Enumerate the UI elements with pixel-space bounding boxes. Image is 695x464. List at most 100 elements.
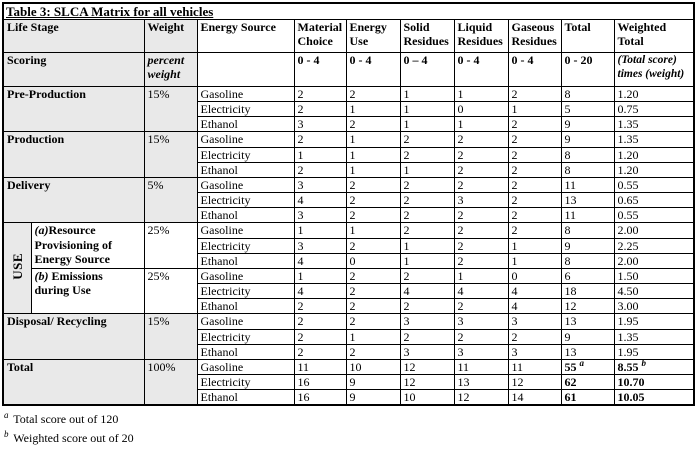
total-cell: 5	[560, 101, 615, 118]
energy-source-cell: Ethanol	[196, 343, 295, 360]
score-cell: 2	[293, 131, 347, 148]
score-cell: 3	[293, 237, 347, 254]
score-cell: 4	[453, 283, 509, 300]
scoring-weighted-formula: (Total score) times (weight)	[613, 52, 695, 87]
score-cell: 1	[399, 101, 455, 118]
table-row: Electricity 16 9 12 13 12 62 10.70	[3, 373, 695, 391]
stage-cell: Production	[2, 131, 145, 178]
total-value: 8	[564, 87, 571, 101]
weighted-total-cell: 1.35	[613, 116, 695, 133]
table-row: Delivery 5% Gasoline 3 2 2 2 2 11 0.55	[2, 176, 695, 224]
stage-cell: Pre-Production	[2, 85, 145, 133]
weighted-total-cell: 1.35	[613, 131, 695, 148]
total-cell: 8	[560, 146, 615, 163]
score-cell: 14	[507, 389, 562, 406]
weighted-total-cell: 1.20	[613, 85, 695, 103]
substage-name: Emissions during Use	[34, 268, 103, 298]
stage-cell: Delivery	[2, 176, 145, 224]
total-value: 11	[564, 177, 577, 192]
weighted-total-cell: 2.00	[613, 252, 695, 269]
score-cell: 2	[345, 298, 401, 315]
weighted-total-value: 1.35	[617, 329, 639, 344]
score-cell: 2	[293, 85, 347, 103]
total-cell: 13	[560, 343, 615, 360]
energy-source-cell: Electricity	[196, 146, 295, 163]
energy-source-cell: Ethanol	[196, 298, 295, 315]
slca-matrix-table: Table 3: SLCA Matrix for all vehicles Li…	[2, 2, 695, 407]
total-value: 6	[564, 268, 571, 283]
table-row: Ethanol 2 2 3 3 3 13 1.95	[3, 343, 695, 360]
scoring-range: 0 - 4	[453, 52, 509, 87]
total-cell: 18	[560, 283, 615, 300]
energy-source-cell: Electricity	[196, 328, 295, 345]
score-cell: 2	[293, 298, 347, 315]
score-cell: 1	[453, 85, 509, 103]
score-cell: 1	[345, 328, 401, 345]
table-row: Production 15% Gasoline 2 1 2 2 2 9 1.35	[2, 131, 695, 178]
weighted-total-value: 2.00	[617, 223, 639, 238]
score-cell: 1	[399, 161, 455, 178]
score-cell: 4	[293, 192, 347, 209]
weight-cell: 15%	[143, 131, 198, 178]
total-value: 8	[564, 253, 571, 268]
use-stage-cell: USE	[2, 222, 32, 315]
score-cell: 3	[453, 343, 509, 360]
score-cell: 3	[453, 192, 509, 209]
table-row: Electricity 4 2 4 4 4 18 4.50	[3, 283, 695, 300]
weighted-total-value: 4.50	[617, 284, 639, 299]
score-cell: 2	[453, 146, 509, 163]
table-title: Table 3: SLCA Matrix for all vehicles	[6, 4, 214, 19]
score-cell: 1	[399, 85, 455, 103]
weighted-total-cell: 8.55 b	[613, 358, 695, 375]
table-body: Pre-Production 15% Gasoline 2 2 1 1 2 8 1.20 Elect…	[2, 85, 695, 406]
total-value: 13	[564, 314, 577, 329]
scoring-range: 0 - 4	[293, 52, 347, 87]
score-cell: 3	[507, 343, 562, 360]
score-cell: 2	[507, 222, 562, 239]
use-vertical-label: USE	[9, 253, 25, 281]
score-cell: 2	[293, 313, 347, 330]
score-cell: 0	[453, 101, 509, 118]
table-row: Ethanol 4 0 1 2 1 8 2.00	[3, 252, 695, 269]
total-value: 11	[564, 208, 577, 223]
table-title-cell: Table 3: SLCA Matrix for all vehicles	[2, 2, 695, 20]
score-cell: 2	[507, 116, 562, 133]
total-value: 9	[564, 238, 571, 253]
column-header-row: Life Stage Weight Energy Source Material…	[2, 19, 695, 53]
col-header-material-choice: Material Choice	[293, 19, 347, 53]
score-cell: 3	[507, 313, 562, 330]
score-cell: 1	[293, 146, 347, 163]
total-cell: 13	[560, 192, 615, 209]
score-cell: 1	[345, 101, 401, 118]
score-cell: 12	[507, 373, 562, 391]
score-cell: 1	[507, 252, 562, 269]
total-cell: 55 a	[560, 358, 615, 375]
weighted-total-value: 1.20	[617, 162, 639, 177]
weighted-total-value: 1.20	[617, 147, 639, 162]
col-header-weight: Weight	[143, 19, 198, 53]
total-cell: 13	[560, 313, 615, 330]
total-cell: 8	[560, 85, 615, 103]
table-row: Disposal/ Recycling 15% Gasoline 2 2 3 3 3 13 1.9…	[2, 313, 695, 360]
table-row: Total 100% Gasoline 11 10 12 11 11 55 a 8.55 b	[2, 358, 695, 406]
score-cell: 12	[399, 373, 455, 391]
score-cell: 2	[507, 207, 562, 224]
score-cell: 3	[293, 207, 347, 224]
scoring-range: 0 - 4	[507, 52, 562, 87]
score-cell: 2	[399, 207, 455, 224]
energy-source-cell: Ethanol	[196, 207, 295, 224]
weighted-total-value: 0.55	[617, 208, 639, 223]
footnote-b-text: Weighted score out of 20	[13, 431, 134, 446]
table-row: Electricity 3 2 1 2 1 9 2.25	[3, 237, 695, 254]
weighted-total-value: 8.55	[617, 359, 639, 374]
score-cell: 2	[293, 328, 347, 345]
score-cell: 2	[507, 85, 562, 103]
score-cell: 2	[399, 222, 455, 239]
substage-cell: (a)Resource Provisioning of Energy Sourc…	[30, 222, 145, 269]
score-cell: 2	[345, 283, 401, 300]
weighted-total-cell: 10.70	[613, 373, 695, 391]
total-value: 9	[564, 117, 571, 132]
total-value: 5	[564, 102, 571, 117]
score-cell: 16	[293, 389, 347, 406]
